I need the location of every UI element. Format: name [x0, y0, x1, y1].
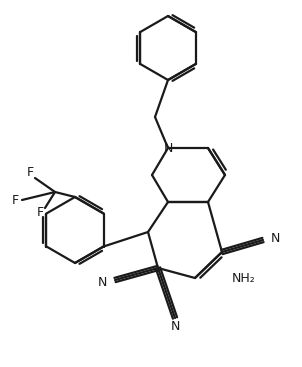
Text: F: F — [37, 206, 43, 218]
Text: N: N — [170, 320, 180, 334]
Text: F: F — [11, 193, 18, 207]
Text: N: N — [271, 232, 280, 244]
Text: F: F — [27, 167, 34, 179]
Text: N: N — [163, 142, 173, 155]
Text: NH₂: NH₂ — [232, 272, 256, 284]
Text: N: N — [98, 276, 107, 288]
